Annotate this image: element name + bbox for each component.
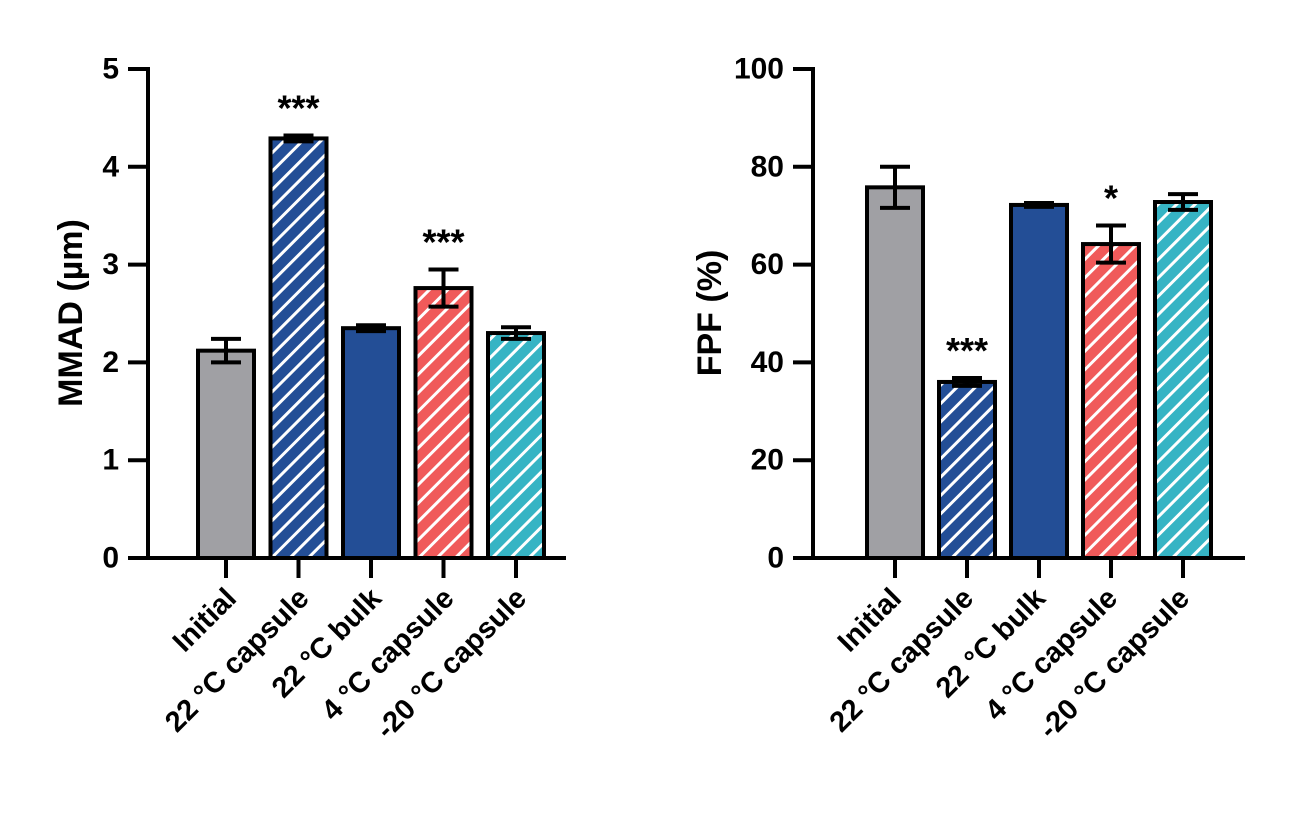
bar-5 — [1153, 200, 1213, 560]
y-tick-label: 0 — [102, 542, 119, 575]
bar-4 — [413, 286, 474, 560]
error-bar-2 — [283, 133, 314, 144]
annotations: *** *** — [277, 88, 464, 263]
y-tick-label: 60 — [751, 248, 784, 281]
bars — [865, 185, 1213, 561]
bar-3 — [341, 326, 401, 561]
error-bars — [880, 164, 1198, 388]
significance-label: *** — [277, 88, 319, 129]
bar-5 — [486, 331, 546, 560]
error-bar-4 — [1096, 223, 1126, 265]
error-bar-3 — [1024, 200, 1054, 209]
y-tick-label: 100 — [734, 53, 784, 86]
y-tick-label: 20 — [751, 444, 784, 477]
error-bar-5 — [501, 325, 531, 341]
error-bar-3 — [356, 323, 386, 334]
bar-3 — [1009, 202, 1069, 561]
y-tick-label: 2 — [102, 346, 119, 379]
bar-2 — [937, 379, 997, 560]
significance-label: *** — [422, 221, 464, 262]
y-axis: 0 20 40 60 80 100 — [734, 53, 815, 575]
error-bar-2 — [952, 376, 982, 388]
y-tick-label: 1 — [102, 444, 119, 477]
error-bar-1 — [880, 164, 910, 210]
bars — [196, 136, 546, 561]
bar-2 — [268, 136, 329, 561]
error-bar-5 — [1168, 192, 1198, 212]
error-bar-1 — [211, 336, 241, 365]
y-axis: 0 1 2 3 4 5 — [102, 53, 150, 575]
y-tick-label: 40 — [751, 346, 784, 379]
y-axis-title: MMAD (µm) — [52, 219, 90, 407]
y-tick-label: 5 — [102, 53, 119, 86]
error-bar-4 — [428, 267, 459, 309]
y-tick-label: 4 — [102, 150, 119, 183]
bar-1 — [196, 348, 256, 560]
y-tick-label: 3 — [102, 248, 119, 281]
bar-1 — [865, 185, 925, 560]
significance-label: *** — [946, 330, 988, 371]
significance-label: * — [1104, 177, 1118, 218]
y-tick-label: 0 — [767, 542, 784, 575]
y-tick-label: 80 — [751, 150, 784, 183]
error-bars — [211, 133, 531, 365]
annotations: **** — [946, 177, 1118, 371]
y-axis-title: FPF (%) — [691, 250, 729, 377]
bar-4 — [1081, 242, 1141, 560]
